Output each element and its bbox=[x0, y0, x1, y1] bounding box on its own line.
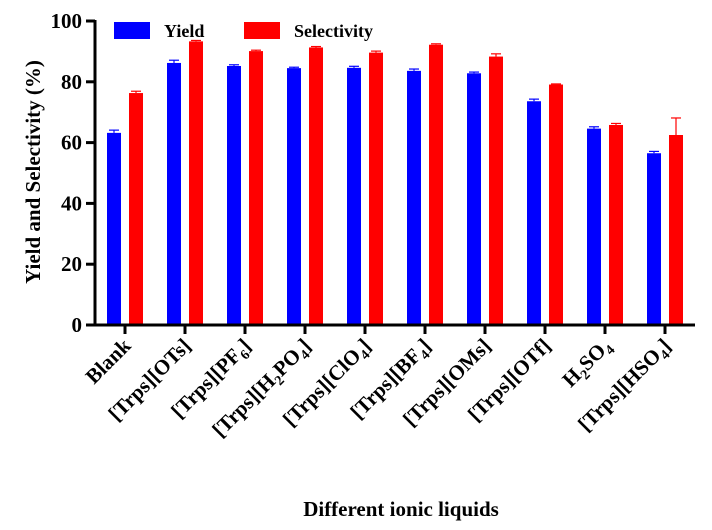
x-tick-label-part: H bbox=[557, 363, 586, 392]
bars-group bbox=[107, 41, 683, 326]
x-tick-label-part: Blank bbox=[81, 333, 136, 388]
bar-selectivity-2 bbox=[249, 51, 263, 325]
legend-swatch-selectivity bbox=[244, 22, 280, 39]
bar-yield-6 bbox=[467, 73, 481, 326]
legend-label-yield: Yield bbox=[164, 21, 204, 41]
y-tick-label-80: 80 bbox=[61, 70, 82, 94]
bar-selectivity-1 bbox=[189, 41, 203, 325]
bar-yield-0 bbox=[107, 132, 121, 325]
legend: Yield Selectivity bbox=[114, 21, 373, 41]
error-bars-group bbox=[109, 39, 681, 154]
y-tick-label-0: 0 bbox=[72, 313, 83, 337]
y-tick-label-100: 100 bbox=[51, 9, 83, 33]
y-axis-title: Yield and Selectivity (%) bbox=[21, 60, 45, 284]
bar-selectivity-8 bbox=[609, 124, 623, 325]
bar-selectivity-7 bbox=[549, 84, 563, 325]
bar-selectivity-6 bbox=[489, 56, 503, 326]
bar-yield-8 bbox=[587, 128, 601, 325]
x-tick-label-part: PO bbox=[268, 343, 306, 381]
bar-selectivity-3 bbox=[309, 47, 323, 326]
bar-selectivity-9 bbox=[669, 135, 683, 325]
bar-yield-5 bbox=[407, 70, 421, 325]
axes-group bbox=[93, 20, 695, 327]
y-tick-label-40: 40 bbox=[61, 191, 82, 215]
bar-yield-3 bbox=[287, 68, 301, 326]
bar-selectivity-4 bbox=[369, 52, 383, 326]
x-axis-title: Different ionic liquids bbox=[303, 497, 499, 521]
y-tick-label-60: 60 bbox=[61, 131, 82, 155]
legend-label-selectivity: Selectivity bbox=[294, 21, 373, 41]
bar-yield-4 bbox=[347, 67, 361, 325]
bar-selectivity-0 bbox=[129, 93, 143, 325]
bar-yield-7 bbox=[527, 101, 541, 325]
bar-yield-1 bbox=[167, 62, 181, 326]
bar-yield-9 bbox=[647, 153, 661, 325]
bar-yield-2 bbox=[227, 65, 241, 325]
y-tick-label-20: 20 bbox=[61, 252, 82, 276]
legend-swatch-yield bbox=[114, 22, 150, 39]
bar-selectivity-5 bbox=[429, 44, 443, 325]
y-ticks-group: 0 20 40 60 80 100 bbox=[51, 9, 95, 337]
x-tick-label-part: SO bbox=[574, 339, 611, 376]
x-tick-label-0: Blank bbox=[81, 333, 136, 388]
x-ticks-group: Blank[Trps][OTs][Trps][PF6][Trps][H2PO4]… bbox=[81, 325, 676, 442]
